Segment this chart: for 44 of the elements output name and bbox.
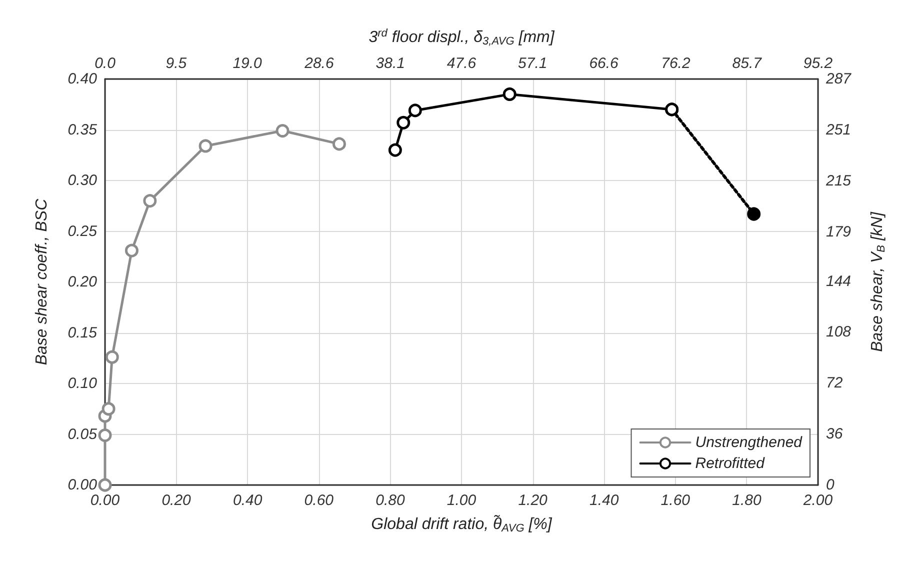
- x2-tick-label: 19.0: [232, 55, 263, 72]
- x-tick-label: 1.80: [732, 492, 762, 509]
- y-tick-label: 0.35: [68, 121, 98, 138]
- x2-tick-label: 47.6: [446, 55, 477, 72]
- y-axis-title: Base shear coeff., BSC: [34, 198, 50, 366]
- y-tick-label: 0.25: [68, 222, 98, 240]
- y-tick-label: 0.30: [68, 172, 98, 189]
- x2-tick-label: 0.0: [94, 55, 116, 72]
- x-tick-label: 1.00: [446, 492, 477, 509]
- y-tick-label: 0.05: [68, 426, 98, 443]
- legend-label: Unstrengthened: [695, 434, 803, 451]
- legend-label: Retrofitted: [695, 455, 766, 472]
- y2-tick-label: 144: [826, 272, 852, 290]
- y2-tick-label: 251: [825, 121, 852, 138]
- x-tick-label: 1.40: [590, 492, 620, 509]
- y2-tick-label: 215: [825, 172, 852, 190]
- y2-tick-label: 72: [826, 374, 844, 392]
- x2-tick-label: 85.7: [732, 55, 762, 72]
- y-tick-label: 0.15: [68, 324, 98, 342]
- y-tick-label: 0.20: [68, 274, 98, 290]
- y-tick-label: 0.40: [68, 70, 98, 88]
- y2-tick-label: 0: [826, 476, 835, 494]
- x2-tick-label: 76.2: [661, 55, 691, 72]
- x-tick-label: 0.80: [376, 492, 406, 509]
- y-tick-label: 0.10: [68, 375, 98, 392]
- x2-tick-label: 38.1: [376, 55, 405, 72]
- x-tick-label: 0.60: [304, 492, 334, 509]
- x2-tick-label: 66.6: [589, 55, 620, 72]
- x-tick-label: 0.00: [90, 492, 120, 509]
- y2-tick-label: 287: [825, 70, 852, 88]
- x-tick-label: 2.00: [802, 492, 834, 509]
- x-tick-label: 1.60: [660, 492, 691, 509]
- x2-tick-label: 9.5: [166, 55, 188, 72]
- y2-tick-label: 36: [826, 426, 844, 443]
- x2-tick-label: 57.1: [518, 55, 548, 72]
- y-tick-label: 0.00: [68, 476, 98, 494]
- x-tick-label: 1.20: [518, 492, 548, 509]
- x2-tick-label: 95.2: [803, 55, 834, 72]
- x-tick-label: 0.40: [233, 492, 263, 509]
- y2-tick-label: 179: [826, 223, 852, 240]
- y2-axis-title: Base shear, VB [kN]: [869, 212, 888, 352]
- x2-tick-label: 28.6: [304, 55, 334, 72]
- x-tick-label: 0.20: [162, 492, 192, 509]
- y2-tick-label: 108: [826, 324, 852, 341]
